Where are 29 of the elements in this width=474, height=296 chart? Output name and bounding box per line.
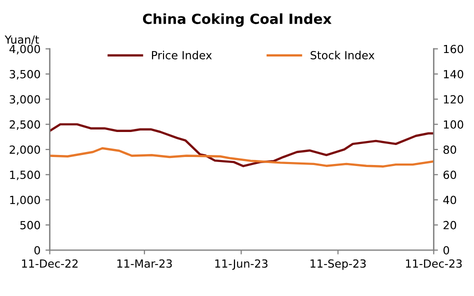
y-tick-label: 3,000 [10,95,40,105]
chart-title: China Coking Coal Index [142,13,332,27]
y-axis-title: Yuan/t [4,35,39,45]
legend-label: Price Index [152,50,212,60]
y2-tick-label: 160 [444,44,464,54]
y-tick-label: 2,000 [10,145,40,155]
x-tick-label: 11-Sep-23 [310,259,366,270]
x-tick-label: 11-Dec-23 [406,259,462,268]
y2-tick-label: 60 [444,170,456,180]
y-tick-label: 1,500 [10,170,40,180]
y-tick-label: 500 [20,220,40,230]
y2-tick-label: 20 [444,220,456,230]
x-tick-label: 11-Mar-23 [117,259,172,268]
y-tick-label: 3,500 [10,70,40,80]
y-tick-label: 1,000 [10,196,40,206]
legend-label: Stock Index [310,50,374,60]
line-series [50,123,434,168]
y2-tick-label: 0 [443,246,450,254]
y2-tick-label: 40 [443,196,456,204]
y2-tick-label: 140 [444,70,464,78]
y-tick-label: 4,000 [9,44,40,54]
y2-tick-label: 100 [444,120,464,129]
y2-tick-label: 80 [443,145,456,154]
y-tick-label: 2,500 [10,120,40,130]
y-tick-label: 0 [34,246,40,254]
line-series [50,147,434,168]
x-tick-label: 11-Jun-23 [215,259,268,270]
x-tick-label: 11-Dec-22 [22,259,78,268]
y2-tick-label: 120 [444,95,464,104]
